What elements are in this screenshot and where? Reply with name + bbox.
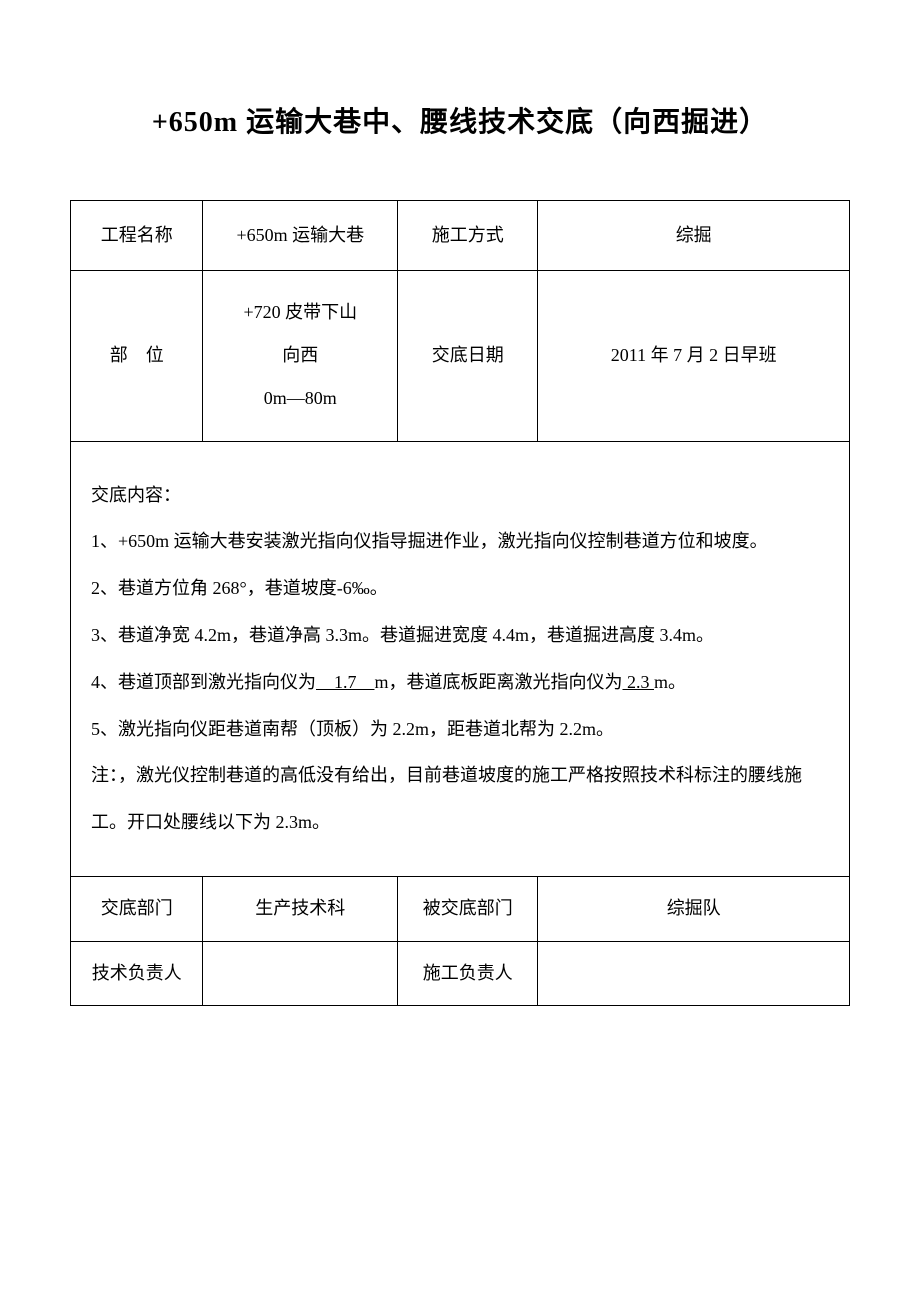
recv-dept-label: 被交底部门 (398, 876, 538, 941)
content-heading: 交底内容： (91, 472, 829, 519)
table-row: 部 位 +720 皮带下山 向西 0m—80m 交底日期 2011 年 7 月 … (71, 271, 850, 442)
position-line3: 0m—80m (211, 377, 389, 420)
method-label: 施工方式 (398, 201, 538, 271)
table-row: 交底内容： 1、+650m 运输大巷安装激光指向仪指导掘进作业，激光指向仪控制巷… (71, 441, 850, 876)
content-line1: 1、+650m 运输大巷安装激光指向仪指导掘进作业，激光指向仪控制巷道方位和坡度… (91, 518, 829, 565)
table-row: 交底部门 生产技术科 被交底部门 综掘队 (71, 876, 850, 941)
line4-mid: m，巷道底板距离激光指向仪为 (375, 672, 623, 692)
position-line1: +720 皮带下山 (211, 291, 389, 334)
project-name-value: +650m 运输大巷 (203, 201, 398, 271)
disclosure-table: 工程名称 +650m 运输大巷 施工方式 综掘 部 位 +720 皮带下山 向西… (70, 200, 850, 1006)
content-line5: 5、激光指向仪距巷道南帮（顶板）为 2.2m，距巷道北帮为 2.2m。 (91, 706, 829, 753)
document-title: +650m 运输大巷中、腰线技术交底（向西掘进） (70, 100, 850, 140)
table-row: 技术负责人 施工负责人 (71, 941, 850, 1006)
content-line2: 2、巷道方位角 268°，巷道坡度-6‰。 (91, 565, 829, 612)
content-cell: 交底内容： 1、+650m 运输大巷安装激光指向仪指导掘进作业，激光指向仪控制巷… (71, 441, 850, 876)
content-line4: 4、巷道顶部到激光指向仪为 1.7 m，巷道底板距离激光指向仪为 2.3 m。 (91, 659, 829, 706)
const-lead-label: 施工负责人 (398, 941, 538, 1006)
date-label: 交底日期 (398, 271, 538, 442)
position-line2: 向西 (211, 334, 389, 377)
tech-lead-value (203, 941, 398, 1006)
const-lead-value (538, 941, 850, 1006)
date-value: 2011 年 7 月 2 日早班 (538, 271, 850, 442)
line4-pre: 4、巷道顶部到激光指向仪为 (91, 672, 316, 692)
line4-underline2: 2.3 (623, 672, 655, 692)
project-name-label: 工程名称 (71, 201, 203, 271)
method-value: 综掘 (538, 201, 850, 271)
position-label: 部 位 (71, 271, 203, 442)
content-line3: 3、巷道净宽 4.2m，巷道净高 3.3m。巷道掘进宽度 4.4m，巷道掘进高度… (91, 612, 829, 659)
line4-post: m。 (654, 672, 686, 692)
position-value: +720 皮带下山 向西 0m—80m (203, 271, 398, 442)
recv-dept-value: 综掘队 (538, 876, 850, 941)
line4-underline1: 1.7 (316, 672, 375, 692)
content-note: 注：，激光仪控制巷道的高低没有给出，目前巷道坡度的施工严格按照技术科标注的腰线施… (91, 752, 829, 846)
tech-lead-label: 技术负责人 (71, 941, 203, 1006)
dept-value: 生产技术科 (203, 876, 398, 941)
dept-label: 交底部门 (71, 876, 203, 941)
table-row: 工程名称 +650m 运输大巷 施工方式 综掘 (71, 201, 850, 271)
